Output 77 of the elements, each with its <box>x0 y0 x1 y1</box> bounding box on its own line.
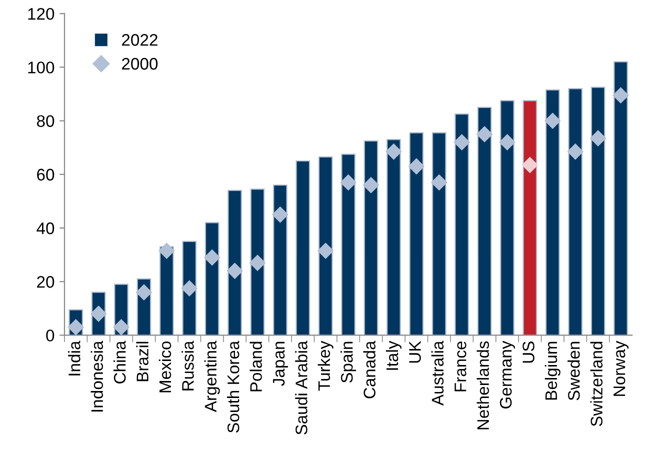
bar <box>432 132 446 336</box>
point <box>226 262 243 280</box>
x-tick-label: Poland <box>250 342 262 392</box>
x-tick-label: US <box>522 342 534 363</box>
point <box>158 242 175 260</box>
bar <box>545 89 560 336</box>
x-tick-label: Canada <box>363 340 376 398</box>
point <box>136 284 152 301</box>
point <box>430 174 448 191</box>
bar <box>318 156 333 336</box>
y-tick-label: 60 <box>37 168 54 181</box>
y-tick-label: 40 <box>36 222 54 234</box>
bar <box>386 139 401 336</box>
y-tick-label: 20 <box>37 276 54 288</box>
point <box>249 254 266 272</box>
point <box>522 156 538 174</box>
y-tick-label: 80 <box>36 115 54 128</box>
x-tick-label: China <box>113 340 126 384</box>
x-tick-label: France <box>454 342 466 392</box>
x-tick-label: Belgium <box>544 342 560 400</box>
x-tick-label: Sweden <box>568 342 580 400</box>
bar <box>590 86 606 336</box>
point <box>204 249 220 266</box>
point <box>612 87 629 104</box>
point <box>90 306 107 322</box>
x-tick-label: Argentina <box>204 340 220 412</box>
bar <box>568 88 582 336</box>
legend-label: 2022 <box>122 34 158 46</box>
point <box>454 134 470 150</box>
x-tick-label: Russia <box>182 340 194 390</box>
bar <box>409 132 424 336</box>
x-tick-label: Turkey <box>318 340 334 391</box>
bar <box>250 188 265 336</box>
x-tick-label: Japan <box>273 342 288 386</box>
legend-label: 2000 <box>122 58 158 70</box>
x-tick-label: Mexico <box>158 341 172 392</box>
x-tick-label: Brazil <box>136 342 148 382</box>
point <box>499 134 516 150</box>
x-tick-label: Australia <box>431 340 444 406</box>
bar <box>477 106 492 336</box>
point <box>272 206 288 223</box>
x-tick-label: Germany <box>500 340 515 408</box>
bar <box>160 246 174 336</box>
y-tick-label: 120 <box>28 8 54 20</box>
x-tick-label: Spain <box>340 342 356 383</box>
x-tick-label: UK <box>409 340 421 363</box>
point <box>544 112 561 130</box>
x-tick-label: Saudi Arabia <box>295 340 308 435</box>
bar <box>364 140 378 336</box>
point <box>68 318 84 336</box>
x-tick-label: Switzerland <box>590 342 603 426</box>
x-tick-label: South Korea <box>227 340 240 433</box>
point <box>567 143 584 160</box>
y-tick-label: 0 <box>46 330 54 342</box>
point <box>590 130 606 146</box>
x-tick-label: Netherlands <box>476 341 489 430</box>
point <box>340 174 357 191</box>
x-tick-label: Italy <box>386 340 402 370</box>
bar <box>341 154 356 336</box>
point <box>476 126 493 142</box>
bar <box>296 160 310 336</box>
bar <box>522 100 538 336</box>
point <box>362 176 380 194</box>
point <box>113 318 130 336</box>
bar <box>454 114 469 336</box>
y-tick-label: 100 <box>28 62 54 74</box>
x-tick-label: Norway <box>614 340 629 396</box>
point <box>385 143 402 160</box>
x-tick-label: Indonesia <box>90 340 104 412</box>
point <box>317 242 334 260</box>
point <box>408 158 425 175</box>
bar <box>273 184 288 336</box>
bar <box>500 100 514 336</box>
bar <box>614 61 628 336</box>
point <box>181 280 198 297</box>
bar <box>228 190 242 336</box>
x-tick-label: India <box>68 340 80 376</box>
